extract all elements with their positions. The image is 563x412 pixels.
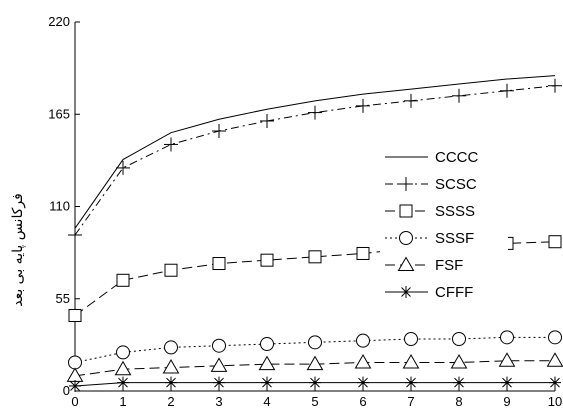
x-tick-label: 10 [548, 394, 562, 409]
data-point [212, 338, 226, 353]
x-tick-label: 1 [119, 394, 126, 409]
data-point [213, 376, 225, 389]
data-point [164, 137, 178, 152]
series-sssf [68, 330, 562, 370]
data-point [548, 330, 562, 345]
legend-background [380, 143, 508, 307]
x-tick-label: 8 [455, 394, 462, 409]
legend-label: SCSC [435, 176, 477, 193]
y-axis-label: فرکانس پایه بی بعد [10, 193, 26, 307]
y-tick-label: 0 [63, 383, 70, 398]
legend-marker [399, 231, 413, 245]
data-point [261, 376, 273, 389]
legend-label: SSSS [435, 203, 475, 220]
legend-item-scsc: SCSC [385, 176, 477, 193]
y-tick-label: 110 [49, 199, 70, 214]
data-point [210, 357, 228, 372]
x-tick-label: 0 [71, 394, 78, 409]
data-point [453, 376, 465, 389]
data-point [258, 355, 276, 371]
data-point [450, 353, 468, 369]
data-point [260, 113, 274, 128]
data-point [165, 376, 177, 389]
x-tick-label: 7 [407, 394, 414, 409]
data-point [116, 273, 130, 287]
legend-marker [399, 204, 413, 218]
legend-label: CFFF [435, 284, 473, 301]
legend-item-fsf: FSF [385, 256, 463, 274]
legend-label: SSSF [435, 230, 474, 247]
series-fsf [66, 352, 563, 382]
legend-item-cccc: CCCC [385, 149, 478, 166]
data-point [356, 246, 370, 260]
data-point [356, 333, 370, 348]
tick-labels: 0 1 2 3 4 5 6 7 8 9 10 0 55 110 165 220 [48, 14, 562, 409]
data-point [68, 309, 82, 323]
data-point [548, 78, 562, 93]
data-point [260, 253, 274, 267]
series-scsc [68, 78, 562, 243]
data-point [357, 376, 369, 389]
data-point [308, 250, 322, 264]
data-point [404, 93, 418, 108]
series-line [74, 75, 556, 229]
series-lines [66, 75, 563, 392]
data-point [116, 345, 130, 360]
data-point [116, 160, 130, 175]
data-point [162, 359, 180, 374]
series-cccc [74, 75, 556, 229]
legend-marker [397, 256, 415, 271]
data-point [452, 88, 466, 103]
data-point [212, 257, 226, 271]
data-point [354, 353, 372, 369]
data-point [402, 353, 420, 369]
data-point [498, 352, 516, 367]
x-tick-label: 2 [167, 394, 174, 409]
data-point [212, 124, 226, 139]
data-point [308, 105, 322, 120]
data-point [452, 332, 466, 347]
legend-item-ssss: SSSS [385, 203, 475, 220]
y-tick-label: 220 [48, 14, 70, 29]
data-point [260, 337, 274, 352]
data-point [405, 376, 417, 389]
x-tick-label: 5 [311, 394, 318, 409]
data-point [546, 352, 563, 367]
series-cfff [69, 376, 561, 392]
data-point [114, 360, 132, 376]
data-point [306, 355, 324, 371]
data-point [68, 355, 82, 370]
x-tick-label: 3 [215, 394, 222, 409]
legend-marker [400, 286, 412, 298]
y-tick-label: 55 [56, 291, 70, 306]
legend-label: FSF [435, 257, 463, 274]
data-point [500, 330, 514, 345]
data-point [164, 263, 178, 277]
legend-item-sssf: SSSF [385, 230, 474, 247]
data-point [308, 335, 322, 350]
data-point [117, 376, 129, 389]
x-tick-label: 9 [503, 394, 510, 409]
data-point [69, 379, 81, 392]
data-point [548, 235, 562, 249]
data-point [549, 376, 561, 389]
legend-item-cfff: CFFF [385, 284, 473, 301]
data-point [500, 83, 514, 98]
data-point [501, 376, 513, 389]
data-point [309, 376, 321, 389]
y-tick-label: 165 [48, 106, 70, 121]
data-point [68, 228, 82, 243]
legend: CCCC SCSC SSSS SSSF FSF CFFF [380, 143, 508, 307]
x-tick-label: 4 [263, 394, 270, 409]
x-tick-label: 6 [359, 394, 366, 409]
data-point [164, 340, 178, 355]
data-point [356, 98, 370, 113]
legend-label: CCCC [435, 149, 478, 166]
data-point [404, 332, 418, 347]
legend-marker [399, 177, 413, 191]
